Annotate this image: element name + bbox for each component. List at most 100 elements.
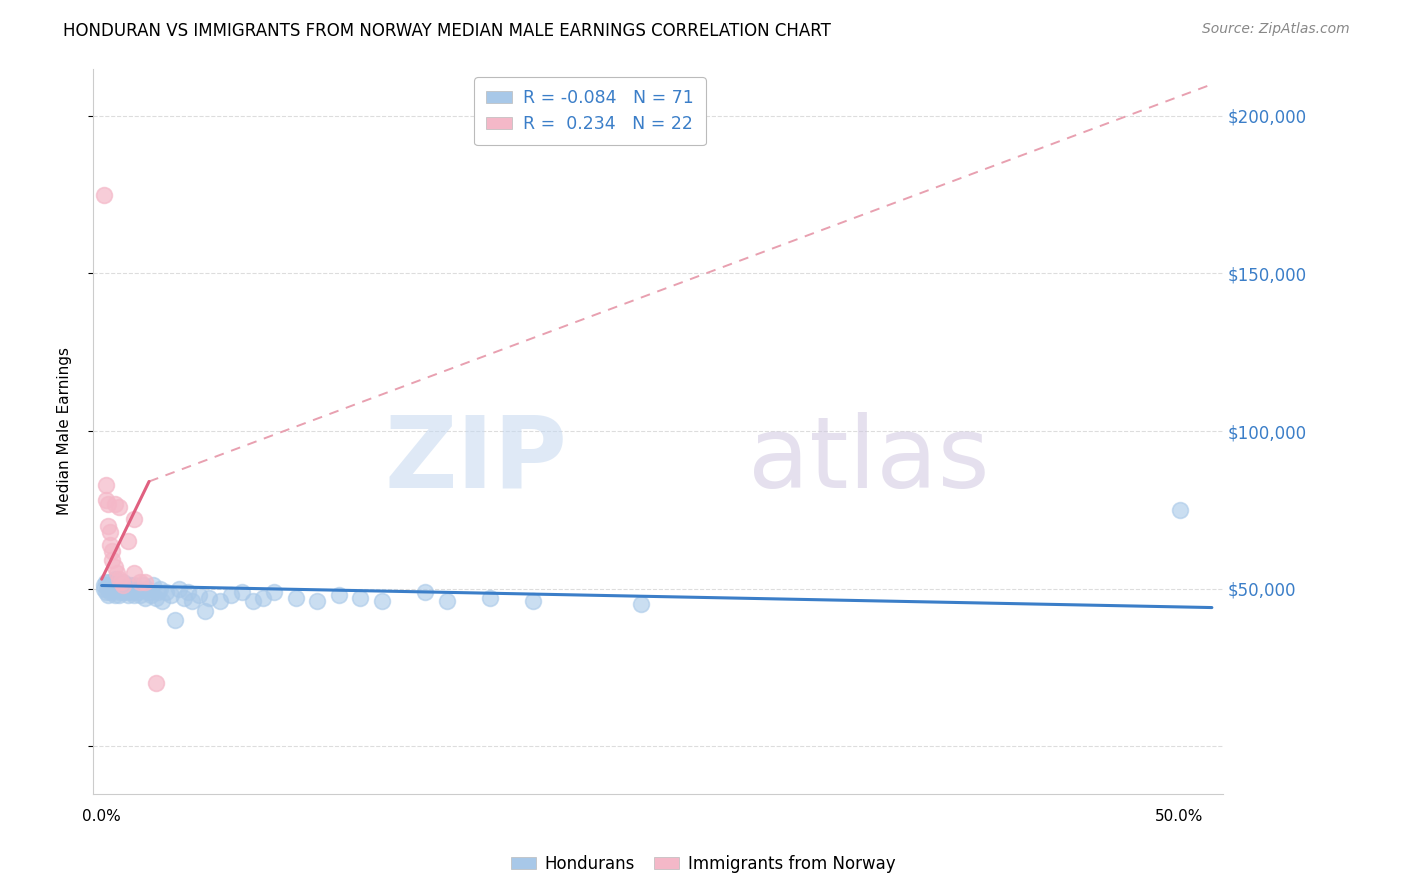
Point xyxy=(328,588,350,602)
Point xyxy=(150,594,173,608)
Legend: Hondurans, Immigrants from Norway: Hondurans, Immigrants from Norway xyxy=(503,848,903,880)
Point xyxy=(117,588,139,602)
Point xyxy=(117,584,139,599)
Text: ZIP: ZIP xyxy=(385,411,568,508)
Point xyxy=(103,559,125,574)
Point xyxy=(97,588,120,602)
Text: Source: ZipAtlas.com: Source: ZipAtlas.com xyxy=(1202,22,1350,37)
Point xyxy=(97,582,120,596)
Point xyxy=(94,493,117,508)
Point xyxy=(105,578,128,592)
Point xyxy=(114,582,136,596)
Point xyxy=(97,518,120,533)
Point xyxy=(159,588,181,602)
Y-axis label: Median Male Earnings: Median Male Earnings xyxy=(58,347,72,515)
Point xyxy=(177,584,200,599)
Point xyxy=(145,591,167,606)
Point xyxy=(118,578,141,592)
Point xyxy=(112,584,135,599)
Point xyxy=(122,566,145,580)
Point xyxy=(155,584,177,599)
Point xyxy=(209,594,232,608)
Point xyxy=(114,578,136,592)
Point xyxy=(94,477,117,491)
Text: atlas: atlas xyxy=(748,411,990,508)
Text: HONDURAN VS IMMIGRANTS FROM NORWAY MEDIAN MALE EARNINGS CORRELATION CHART: HONDURAN VS IMMIGRANTS FROM NORWAY MEDIA… xyxy=(63,22,831,40)
Point xyxy=(163,613,186,627)
Point xyxy=(242,594,264,608)
Point xyxy=(173,591,195,606)
Point xyxy=(110,578,132,592)
Point xyxy=(371,594,394,608)
Point xyxy=(108,575,131,590)
Point xyxy=(129,588,152,602)
Point xyxy=(108,572,131,586)
Point xyxy=(117,534,139,549)
Point xyxy=(105,566,128,580)
Point xyxy=(522,594,544,608)
Point xyxy=(98,537,121,551)
Point xyxy=(101,553,124,567)
Point xyxy=(101,582,124,596)
Point xyxy=(284,591,307,606)
Point xyxy=(181,594,204,608)
Point xyxy=(146,584,169,599)
Point xyxy=(112,575,135,590)
Point xyxy=(122,588,145,602)
Point xyxy=(97,578,120,592)
Point xyxy=(127,584,149,599)
Point xyxy=(135,582,157,596)
Point xyxy=(134,591,156,606)
Point xyxy=(122,578,145,592)
Point xyxy=(198,591,221,606)
Text: 0.0%: 0.0% xyxy=(83,809,121,824)
Point xyxy=(307,594,329,608)
Point xyxy=(101,544,124,558)
Point xyxy=(103,572,125,586)
Point xyxy=(122,512,145,526)
Point xyxy=(252,591,274,606)
Point xyxy=(93,582,115,596)
Point xyxy=(118,582,141,596)
Point xyxy=(98,584,121,599)
Point xyxy=(103,588,125,602)
Point xyxy=(187,588,209,602)
Text: 50.0%: 50.0% xyxy=(1156,809,1204,824)
Point xyxy=(167,582,190,596)
Point xyxy=(219,588,242,602)
Point xyxy=(349,591,371,606)
Point xyxy=(142,578,165,592)
Point xyxy=(108,588,131,602)
Point xyxy=(98,575,121,590)
Point xyxy=(98,524,121,539)
Point xyxy=(131,578,153,592)
Point xyxy=(413,584,436,599)
Point xyxy=(478,591,501,606)
Point xyxy=(103,497,125,511)
Legend: R = -0.084   N = 71, R =  0.234   N = 22: R = -0.084 N = 71, R = 0.234 N = 22 xyxy=(474,78,706,145)
Point xyxy=(93,187,115,202)
Point xyxy=(129,575,152,590)
Point xyxy=(145,676,167,690)
Point xyxy=(630,598,652,612)
Point xyxy=(94,584,117,599)
Point xyxy=(97,497,120,511)
Point xyxy=(105,582,128,596)
Point xyxy=(93,578,115,592)
Point xyxy=(141,588,163,602)
Point xyxy=(110,582,132,596)
Point xyxy=(1168,503,1191,517)
Point xyxy=(112,578,135,592)
Point xyxy=(94,575,117,590)
Point xyxy=(121,584,143,599)
Point xyxy=(194,604,217,618)
Point xyxy=(125,582,148,596)
Point xyxy=(108,584,131,599)
Point xyxy=(231,584,253,599)
Point xyxy=(110,575,132,590)
Point xyxy=(149,582,172,596)
Point xyxy=(134,575,156,590)
Point xyxy=(263,584,285,599)
Point xyxy=(138,584,160,599)
Point xyxy=(108,500,131,514)
